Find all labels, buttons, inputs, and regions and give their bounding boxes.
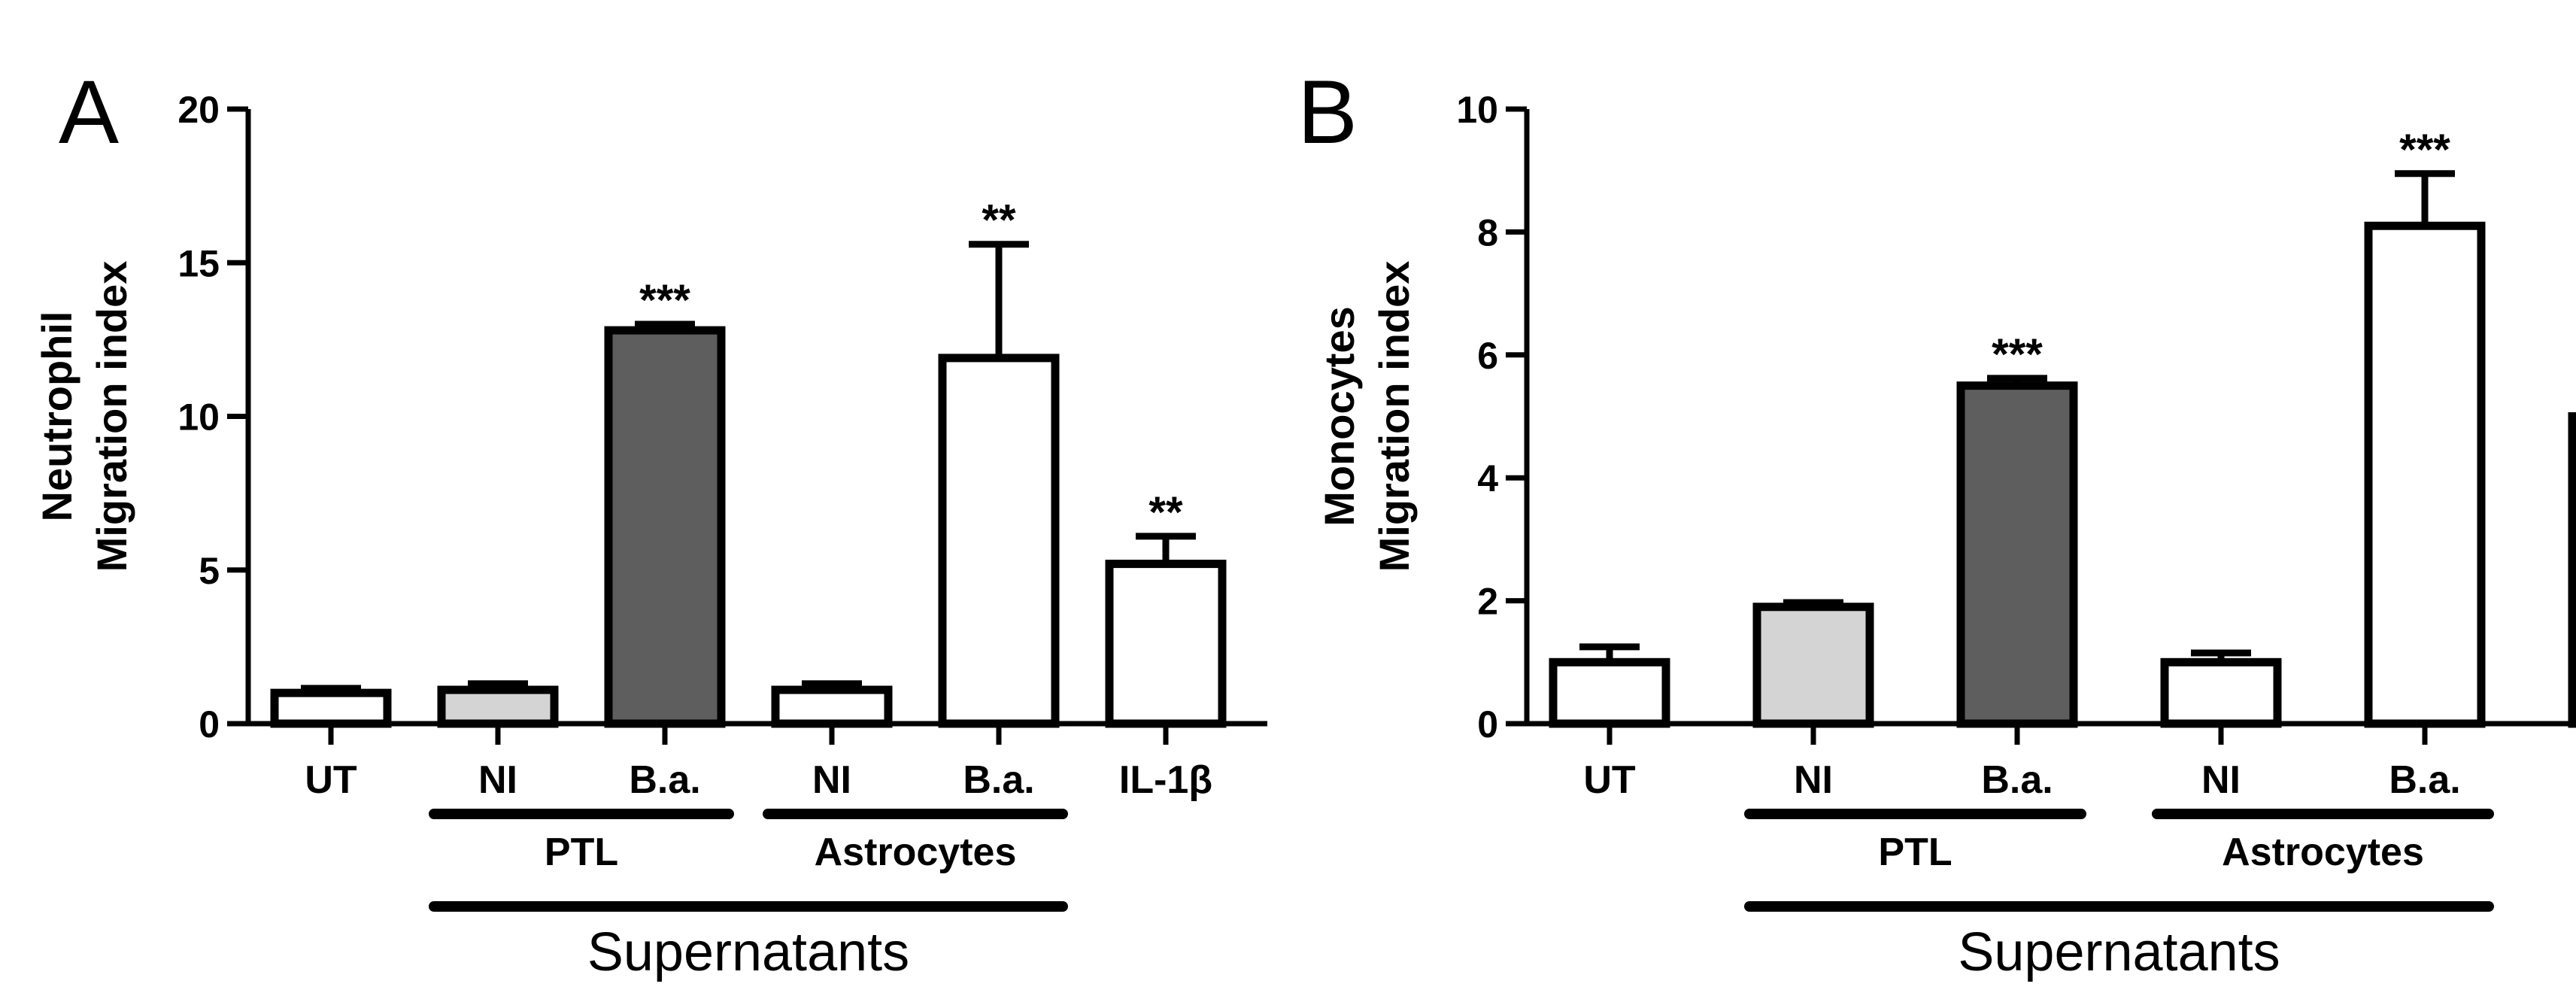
bar [1752,603,1874,728]
panel-a: A Neutrophil Migration index 0 5 10 15 20 UT NI B.… [33,62,1267,982]
bar [2568,412,2576,728]
significance-marker: ** [1148,488,1183,537]
y-tick-label: 10 [1456,89,1498,131]
panel-b: B Monocytes Migration index 0 2 4 6 8 10 UT NI B.a.… [1297,62,2576,982]
bar [1549,657,1670,728]
bar [437,685,559,728]
bar [2160,657,2282,728]
y-axis-title: Migration index [88,261,135,572]
x-category-label: IL-1β [1119,758,1212,802]
x-category-label: NI [478,758,517,802]
x-category-label: B.a. [1981,758,2053,802]
y-tick-label: 6 [1477,335,1498,377]
y-axis-title: Migration index [1370,261,1418,572]
x-category-label: B.a. [629,758,700,802]
bar [2364,221,2486,728]
bar [604,326,726,728]
group-label: Astrocytes [815,830,1017,874]
y-tick-label: 0 [1477,703,1498,745]
significance-marker: *** [639,276,690,325]
significance-marker: ** [982,196,1016,245]
x-category-label: UT [305,758,357,802]
y-tick-label: 2 [1477,581,1498,623]
y-tick-label: 8 [1477,211,1498,254]
group-label: PTL [545,830,618,874]
y-tick-label: 5 [199,550,220,592]
significance-marker: *** [2399,126,2450,175]
y-tick-label: 15 [177,242,220,284]
bar [1105,560,1227,728]
x-category-label: B.a. [2389,758,2460,802]
x-category-label: NI [1794,758,1833,802]
bar [270,688,392,728]
significance-marker: *** [1992,330,2043,379]
y-tick-label: 4 [1477,457,1498,499]
supergroup-label: Supernatants [587,922,909,982]
group-label: Astrocytes [2222,830,2424,874]
x-category-label: B.a. [963,758,1034,802]
bar [938,354,1060,728]
bar [1956,381,2078,728]
supergroup-label: Supernatants [1958,922,2280,982]
panel-letter: A [59,62,119,162]
y-tick-label: 0 [199,703,220,745]
group-label: PTL [1878,830,1952,874]
y-tick-label: 10 [177,396,220,439]
bar [771,685,893,728]
x-category-label: NI [812,758,851,802]
y-axis-title: Neutrophil [33,311,80,522]
y-tick-label: 20 [177,89,220,131]
x-category-label: UT [1583,758,1636,802]
y-axis-title: Monocytes [1315,306,1363,527]
x-category-label: NI [2201,758,2241,802]
panel-letter: B [1297,62,1358,162]
